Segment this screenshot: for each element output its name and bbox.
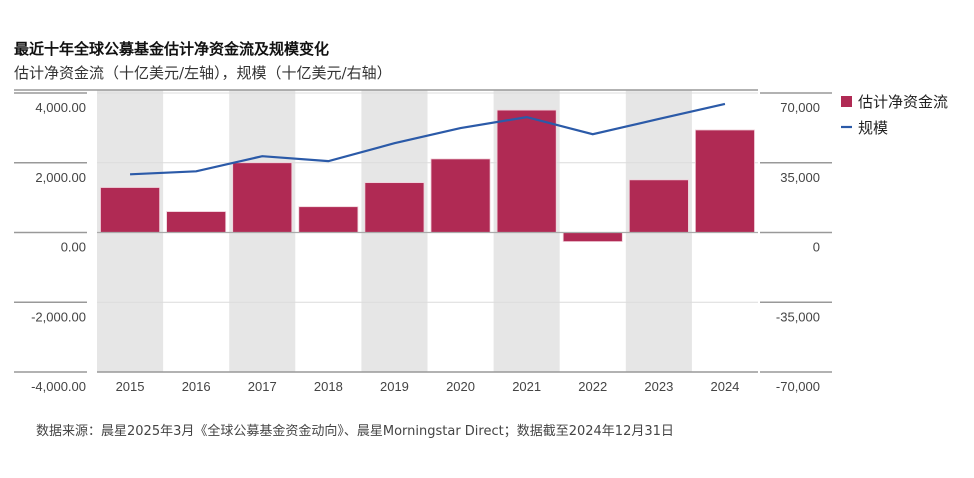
left-tick-label: 2,000.00 <box>35 170 86 185</box>
x-tick-label: 2016 <box>182 379 211 394</box>
x-tick-label: 2019 <box>380 379 409 394</box>
bar-2021 <box>496 109 557 233</box>
x-tick-label: 2017 <box>248 379 277 394</box>
x-tick-label: 2024 <box>710 379 739 394</box>
left-tick-label: -2,000.00 <box>31 309 86 324</box>
x-tick-label: 2015 <box>116 379 145 394</box>
bar-2022 <box>562 232 623 242</box>
right-tick-label: 0 <box>813 240 820 255</box>
left-tick-label: -4,000.00 <box>31 379 86 394</box>
left-tick-label: 0.00 <box>61 240 86 255</box>
chart-subtitle: 估计净资金流（十亿美元/左轴），规模（十亿美元/右轴） <box>14 64 392 82</box>
bar-2016 <box>166 211 227 233</box>
bar-2023 <box>628 179 689 233</box>
x-tick-label: 2022 <box>578 379 607 394</box>
chart-title: 最近十年全球公募基金估计净资金流及规模变化 <box>14 40 330 58</box>
legend-label-bar: 估计净资金流 <box>858 93 948 111</box>
bar-2015 <box>100 187 160 233</box>
right-tick-label: -35,000 <box>776 309 820 324</box>
right-tick-label: 35,000 <box>780 170 820 185</box>
left-tick-label: 4,000.00 <box>35 100 86 115</box>
bar-2019 <box>364 182 425 233</box>
bar-2024 <box>695 129 755 233</box>
legend-label-line: 规模 <box>858 119 888 137</box>
x-tick-label: 2023 <box>644 379 673 394</box>
line-scale <box>130 102 726 176</box>
bar-2020 <box>430 158 491 233</box>
x-tick-label: 2021 <box>512 379 541 394</box>
right-tick-label: -70,000 <box>776 379 820 394</box>
legend-swatch-bar <box>841 96 852 107</box>
x-tick-label: 2018 <box>314 379 343 394</box>
bar-2017 <box>232 162 293 233</box>
x-tick-label: 2020 <box>446 379 475 394</box>
bar-2018 <box>298 206 359 233</box>
source-note: 数据来源：晨星2025年3月《全球公募基金资金动向》、晨星Morningstar… <box>36 424 674 439</box>
right-tick-label: 70,000 <box>780 100 820 115</box>
